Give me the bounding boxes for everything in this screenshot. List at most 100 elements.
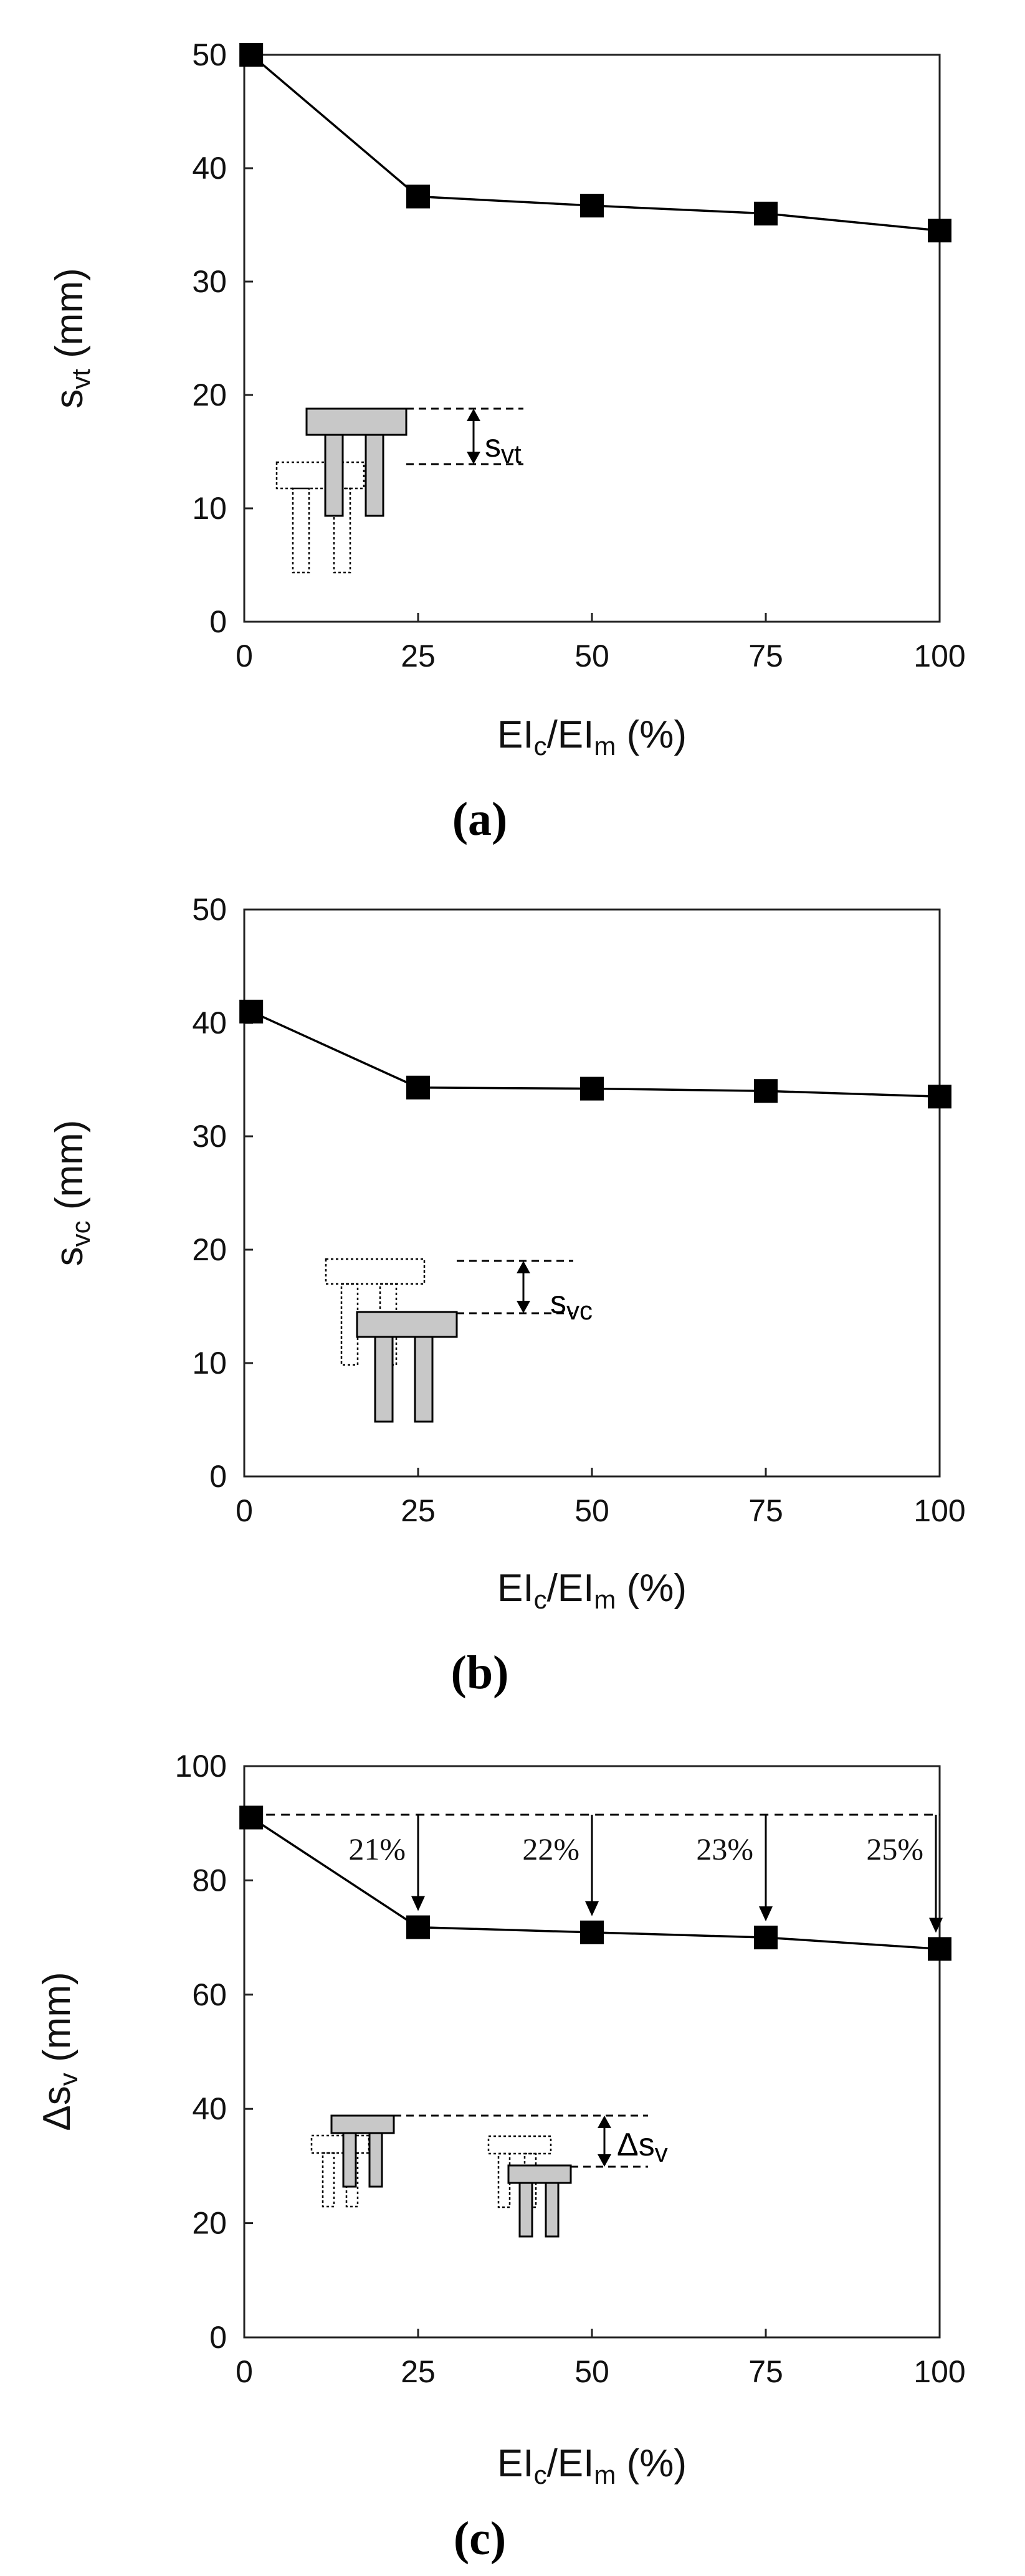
panel-label: (b) bbox=[451, 1647, 509, 1699]
plot-frame bbox=[243, 908, 941, 1478]
x-label-tail: (%) bbox=[616, 1567, 687, 1610]
inset-settled-pile-right bbox=[414, 1336, 434, 1423]
x-label-mid: /EI bbox=[547, 2442, 594, 2485]
y-tick-label: 40 bbox=[192, 2091, 227, 2126]
y-tick-label: 80 bbox=[192, 1863, 227, 1898]
x-label-sub1: c bbox=[534, 731, 547, 761]
x-label-sub1: c bbox=[534, 1585, 547, 1614]
inset-arrow-head-down bbox=[467, 452, 480, 464]
x-label-tail: (%) bbox=[616, 2442, 687, 2485]
y-label-sub: vc bbox=[66, 1220, 95, 1247]
x-tick-label: 25 bbox=[401, 1493, 436, 1528]
y-label-main: Δs bbox=[36, 2086, 79, 2131]
data-point bbox=[754, 1079, 778, 1103]
inset-schematic-b: svc bbox=[325, 1258, 593, 1423]
inset-label: svc bbox=[550, 1285, 593, 1325]
panel-label: (a) bbox=[452, 793, 508, 845]
x-label-sub2: m bbox=[594, 1585, 616, 1614]
y-tick-label: 50 bbox=[192, 892, 227, 927]
y-axis-label: svt (mm) bbox=[48, 268, 95, 408]
ticks-group: 0 25 50 75 100 0 10 20 30 40 50 bbox=[192, 37, 965, 673]
inset-left-initial-pile-left bbox=[322, 2152, 335, 2208]
x-tick-label: 75 bbox=[748, 2354, 783, 2389]
x-axis-label: EIc/EIm (%) bbox=[497, 2442, 687, 2489]
inset-schematic-a: svt bbox=[275, 407, 523, 574]
inset-initial-pile-left bbox=[340, 1283, 359, 1366]
x-tick-label: 100 bbox=[913, 639, 965, 673]
x-tick-label: 25 bbox=[401, 639, 436, 673]
reduction-percent-label: 25% bbox=[866, 1832, 923, 1866]
data-point bbox=[239, 999, 264, 1024]
x-axis-label: EIc/EIm (%) bbox=[497, 713, 687, 761]
y-label-tail: (mm) bbox=[48, 1120, 91, 1221]
x-tick-label: 25 bbox=[401, 2354, 436, 2389]
y-tick-label: 0 bbox=[209, 604, 227, 639]
reduction-arrow-head bbox=[411, 1896, 425, 1911]
x-label-mid: /EI bbox=[547, 713, 594, 756]
y-label-sub: v bbox=[54, 2073, 83, 2086]
inset-label-sub: v bbox=[655, 2138, 668, 2167]
y-tick-label: 10 bbox=[192, 1346, 227, 1381]
inset-settled-pile-left bbox=[374, 1336, 394, 1423]
data-point bbox=[928, 1085, 951, 1109]
x-tick-label: 75 bbox=[748, 639, 783, 673]
inset-arrow-head-up bbox=[598, 2116, 611, 2128]
y-tick-label: 40 bbox=[192, 151, 227, 186]
inset-right-initial-pile-left bbox=[497, 2152, 511, 2208]
y-tick-label: 100 bbox=[175, 1749, 227, 1784]
inset-arrow-head-down bbox=[598, 2154, 611, 2167]
x-label-main: EI bbox=[497, 1567, 534, 1610]
inset-right-settled-pile-right bbox=[545, 2182, 560, 2238]
inset-label: svt bbox=[485, 428, 522, 468]
data-point bbox=[239, 43, 264, 67]
y-label-main: s bbox=[48, 389, 91, 409]
y-tick-label: 50 bbox=[192, 37, 227, 72]
data-point bbox=[754, 1926, 778, 1950]
x-label-sub2: m bbox=[594, 731, 616, 761]
marks-group bbox=[239, 999, 951, 1109]
reduction-percent-label: 21% bbox=[348, 1832, 406, 1866]
y-label-sub: vt bbox=[66, 369, 95, 389]
inset-label-main: s bbox=[485, 428, 501, 464]
inset-label-sub: vc bbox=[566, 1296, 593, 1325]
y-axis-label: Δsv (mm) bbox=[36, 1972, 83, 2131]
inset-settled-pile-left bbox=[324, 434, 344, 517]
inset-left-settled-cap bbox=[330, 2114, 395, 2134]
data-point bbox=[580, 194, 604, 218]
inset-right-settled-cap bbox=[507, 2164, 572, 2184]
inset-schematic-c: Δsv bbox=[310, 2114, 668, 2238]
x-label-main: EI bbox=[497, 713, 534, 756]
inset-arrow-head-down bbox=[517, 1301, 530, 1313]
y-tick-label: 40 bbox=[192, 1005, 227, 1040]
marks-group: 21% 22% 23% 25% bbox=[239, 1805, 951, 1961]
inset-label-sub: vt bbox=[501, 439, 522, 468]
reduction-percent-label: 23% bbox=[696, 1832, 753, 1866]
x-tick-label: 0 bbox=[236, 1493, 253, 1528]
plot-frame bbox=[243, 54, 941, 623]
data-point bbox=[754, 201, 778, 226]
inset-left-initial-cap bbox=[310, 2134, 370, 2154]
inset-left-settled-pile-left bbox=[342, 2132, 357, 2188]
data-point bbox=[580, 1920, 604, 1944]
inset-left-settled-pile-right bbox=[368, 2132, 383, 2188]
y-tick-label: 0 bbox=[209, 1459, 227, 1494]
reduction-arrow-head bbox=[585, 1901, 599, 1916]
data-point bbox=[406, 184, 430, 209]
inset-right-initial-cap bbox=[487, 2135, 552, 2155]
inset-settled-cap bbox=[356, 1311, 458, 1338]
inset-label-main: Δs bbox=[617, 2127, 655, 2163]
x-label-sub1: c bbox=[534, 2460, 547, 2489]
x-axis-label: EIc/EIm (%) bbox=[497, 1567, 687, 1614]
y-label-main: s bbox=[48, 1247, 91, 1266]
ticks-group: 0 25 50 75 100 0 10 20 30 40 50 bbox=[192, 892, 965, 1528]
data-point bbox=[406, 1915, 430, 1939]
y-tick-label: 0 bbox=[209, 2320, 227, 2355]
data-point bbox=[928, 1937, 951, 1961]
y-tick-label: 30 bbox=[192, 1119, 227, 1154]
y-tick-label: 20 bbox=[192, 378, 227, 412]
inset-initial-pile-left bbox=[292, 487, 310, 574]
data-point bbox=[239, 1805, 264, 1830]
x-tick-label: 0 bbox=[236, 639, 253, 673]
